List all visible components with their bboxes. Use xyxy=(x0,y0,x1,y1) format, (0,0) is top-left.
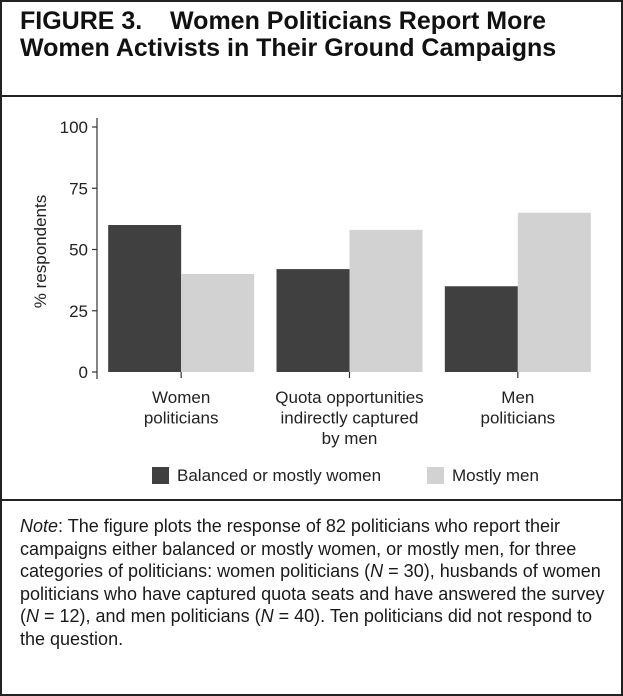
legend: Balanced or mostly women Mostly men xyxy=(152,466,539,485)
y-tick-label: 25 xyxy=(69,302,88,321)
figure-note: Note: The figure plots the response of 8… xyxy=(20,515,610,650)
bar xyxy=(349,229,423,372)
note-n-3: N xyxy=(260,606,274,626)
y-axis: 0 25 50 75 100 % respondents xyxy=(31,118,98,382)
note-n-2: N xyxy=(26,606,39,626)
x-axis-labels: Women politicians Quota opportunities indir… xyxy=(144,372,555,448)
legend-label: Balanced or mostly women xyxy=(177,466,381,485)
bar xyxy=(517,212,591,372)
note-text-4: = 40). Ten politicians did not respond t… xyxy=(20,606,592,649)
legend-swatch xyxy=(152,467,169,484)
y-tick-label: 100 xyxy=(60,118,88,137)
note-divider xyxy=(2,499,621,501)
legend-label: Mostly men xyxy=(452,466,539,485)
figure-title: FIGURE 3. Women Politicians Report More … xyxy=(20,8,610,62)
y-tick-label: 75 xyxy=(69,179,88,198)
figure-title-line-1: FIGURE 3. Women Politicians Report More xyxy=(20,7,547,35)
y-axis-title: % respondents xyxy=(31,195,50,308)
note-label: Note xyxy=(20,516,59,536)
legend-swatch xyxy=(427,467,444,484)
note-text-1: : The figure plots the response of 82 po… xyxy=(20,516,577,581)
y-tick-label: 0 xyxy=(79,363,88,382)
title-divider xyxy=(2,95,621,97)
bars-group xyxy=(108,212,591,372)
figure-title-line-2: Women Activists in Their Ground Campaign… xyxy=(20,34,557,62)
note-n-1: N xyxy=(370,561,384,581)
bar xyxy=(444,286,518,372)
x-tick-label: Women politicians xyxy=(144,388,219,428)
x-tick-label: Men politicians xyxy=(481,388,556,428)
y-tick-label: 50 xyxy=(69,241,88,260)
note-text-3: = 12), and men politicians ( xyxy=(39,606,261,626)
note-text-2: = 30), husbands of women politicians who… xyxy=(20,561,605,626)
bar xyxy=(181,274,255,372)
x-tick-label: Quota opportunities indirectly captured by… xyxy=(275,388,423,448)
bar-chart: 0 25 50 75 100 % respondents Women politicians… xyxy=(31,118,591,485)
bar xyxy=(108,225,182,372)
bar xyxy=(276,269,350,372)
